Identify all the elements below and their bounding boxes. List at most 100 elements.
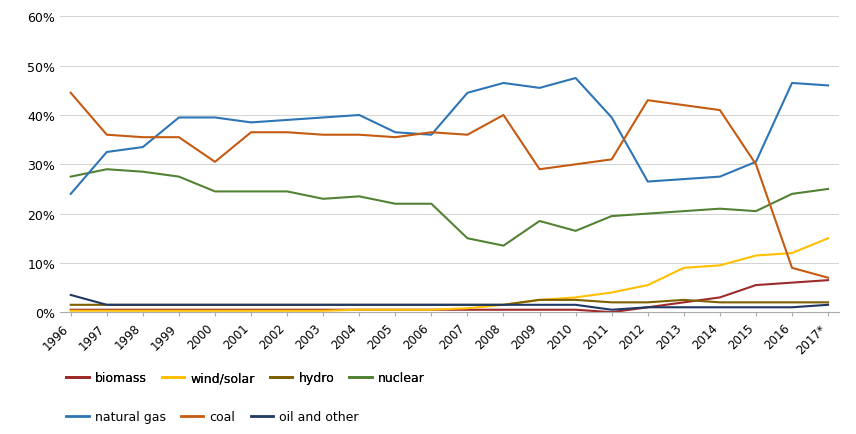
Line: natural gas: natural gas [71,79,828,194]
coal [462,133,473,138]
nuclear [751,209,761,214]
oil and other [426,302,437,308]
hydro [679,298,689,303]
nuclear [462,236,473,241]
nuclear [246,189,256,194]
oil and other [787,305,797,310]
oil and other [462,302,473,308]
natural gas [570,76,580,82]
coal [823,276,833,281]
biomass [715,295,725,300]
biomass [102,307,112,312]
oil and other [823,302,833,308]
oil and other [643,305,653,310]
biomass [570,307,580,312]
hydro [102,302,112,308]
coal [282,130,292,135]
oil and other [318,302,329,308]
hydro [210,302,220,308]
natural gas [426,133,437,138]
natural gas [679,177,689,182]
natural gas [607,115,617,121]
natural gas [174,115,184,121]
hydro [607,300,617,305]
oil and other [66,293,76,298]
nuclear [354,194,365,200]
wind/solar [498,302,508,308]
wind/solar [823,236,833,241]
coal [174,135,184,141]
hydro [354,302,365,308]
coal [643,99,653,104]
nuclear [679,209,689,214]
wind/solar [787,251,797,256]
nuclear [426,202,437,207]
biomass [787,280,797,286]
oil and other [210,302,220,308]
oil and other [174,302,184,308]
wind/solar [318,309,329,314]
hydro [643,300,653,305]
wind/solar [607,290,617,296]
nuclear [715,207,725,212]
biomass [318,307,329,312]
oil and other [282,302,292,308]
nuclear [66,174,76,180]
biomass [174,307,184,312]
biomass [607,310,617,315]
coal [534,167,544,172]
coal [570,162,580,168]
Line: wind/solar: wind/solar [71,239,828,311]
hydro [498,302,508,308]
coal [138,135,148,141]
wind/solar [643,283,653,288]
oil and other [607,307,617,312]
biomass [138,307,148,312]
wind/solar [426,307,437,312]
wind/solar [570,295,580,300]
nuclear [318,197,329,202]
hydro [66,302,76,308]
natural gas [787,81,797,86]
biomass [679,300,689,305]
wind/solar [246,309,256,314]
natural gas [823,84,833,89]
biomass [390,307,401,312]
coal [210,160,220,165]
oil and other [138,302,148,308]
coal [354,133,365,138]
oil and other [534,302,544,308]
biomass [66,307,76,312]
natural gas [66,192,76,197]
biomass [751,283,761,288]
nuclear [607,214,617,219]
hydro [138,302,148,308]
wind/solar [66,309,76,314]
nuclear [282,189,292,194]
wind/solar [679,266,689,271]
hydro [823,300,833,305]
Legend: biomass, wind/solar, hydro, nuclear: biomass, wind/solar, hydro, nuclear [66,372,425,385]
nuclear [534,219,544,224]
oil and other [751,305,761,310]
natural gas [751,160,761,165]
natural gas [462,91,473,96]
coal [607,158,617,163]
nuclear [823,187,833,192]
hydro [246,302,256,308]
coal [715,108,725,113]
natural gas [318,115,329,121]
Line: biomass: biomass [71,280,828,312]
nuclear [787,192,797,197]
Line: oil and other: oil and other [71,295,828,310]
coal [66,91,76,96]
nuclear [102,167,112,172]
hydro [715,300,725,305]
hydro [534,298,544,303]
coal [246,130,256,135]
biomass [462,307,473,312]
biomass [246,307,256,312]
wind/solar [210,309,220,314]
biomass [354,307,365,312]
natural gas [643,180,653,185]
